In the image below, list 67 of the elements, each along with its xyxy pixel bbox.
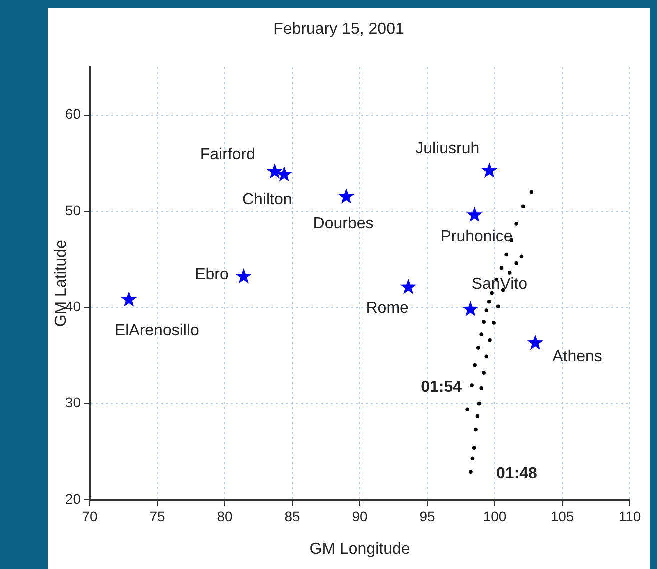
point — [527, 334, 544, 350]
point — [473, 363, 477, 368]
point — [482, 371, 486, 375]
x-tick-label: 70 — [82, 508, 98, 524]
x-tick-label: 100 — [483, 508, 507, 524]
x-tick-label: 80 — [217, 508, 233, 524]
point — [482, 162, 498, 178]
point — [487, 300, 492, 304]
annotation: SanVito — [472, 276, 528, 293]
point — [500, 266, 504, 270]
point — [476, 414, 480, 418]
x-tick-label: 110 — [618, 508, 642, 524]
point — [266, 164, 284, 179]
point — [466, 408, 470, 412]
point — [496, 304, 500, 309]
point — [338, 188, 355, 204]
x-tick-label: 95 — [420, 508, 436, 524]
point — [480, 332, 484, 336]
annotation: Athens — [552, 348, 602, 366]
x-tick-label: 85 — [284, 508, 300, 524]
point — [466, 206, 483, 222]
point — [236, 268, 252, 284]
point — [504, 252, 509, 257]
point — [520, 254, 524, 259]
annotation: ElArenosillo — [114, 322, 200, 340]
point — [462, 301, 479, 316]
y-tick-label: 60 — [65, 106, 82, 122]
annotation: 01:54 — [421, 378, 462, 396]
x-tick-label: 105 — [550, 508, 574, 524]
annotation: Pruhonice — [440, 228, 513, 246]
point — [484, 354, 489, 359]
annotation: Ebro — [195, 266, 229, 284]
point — [514, 262, 518, 266]
point — [477, 402, 482, 406]
point — [488, 338, 492, 342]
x-tick-label: 90 — [352, 508, 368, 524]
y-tick-label: 40 — [65, 298, 82, 315]
point — [514, 222, 518, 226]
point — [470, 456, 475, 461]
point — [530, 190, 534, 194]
y-tick-label: 20 — [65, 490, 82, 507]
y-tick-label: 50 — [65, 202, 82, 218]
point — [508, 271, 512, 275]
point — [480, 386, 484, 390]
annotation: Rome — [366, 300, 410, 317]
point — [490, 291, 494, 296]
annotation: 01:48 — [496, 466, 538, 483]
annotation: Chilton — [242, 191, 292, 208]
point — [469, 470, 473, 474]
point — [521, 204, 526, 209]
chart-title: February 15, 2001 — [274, 21, 404, 38]
annotation: Juliusruh — [416, 140, 480, 158]
point — [400, 278, 417, 294]
point — [276, 166, 292, 182]
annotation: Dourbes — [313, 215, 374, 232]
point — [121, 291, 138, 307]
x-axis-title: GM Longitude — [310, 540, 410, 558]
point — [482, 320, 486, 324]
y-tick-label: 30 — [65, 394, 82, 411]
point — [476, 346, 480, 350]
point — [492, 321, 496, 325]
point — [470, 384, 474, 388]
x-tick-label: 75 — [150, 508, 166, 524]
point — [474, 428, 478, 432]
point — [472, 446, 476, 450]
point — [484, 308, 489, 312]
annotation: Fairford — [200, 146, 256, 164]
